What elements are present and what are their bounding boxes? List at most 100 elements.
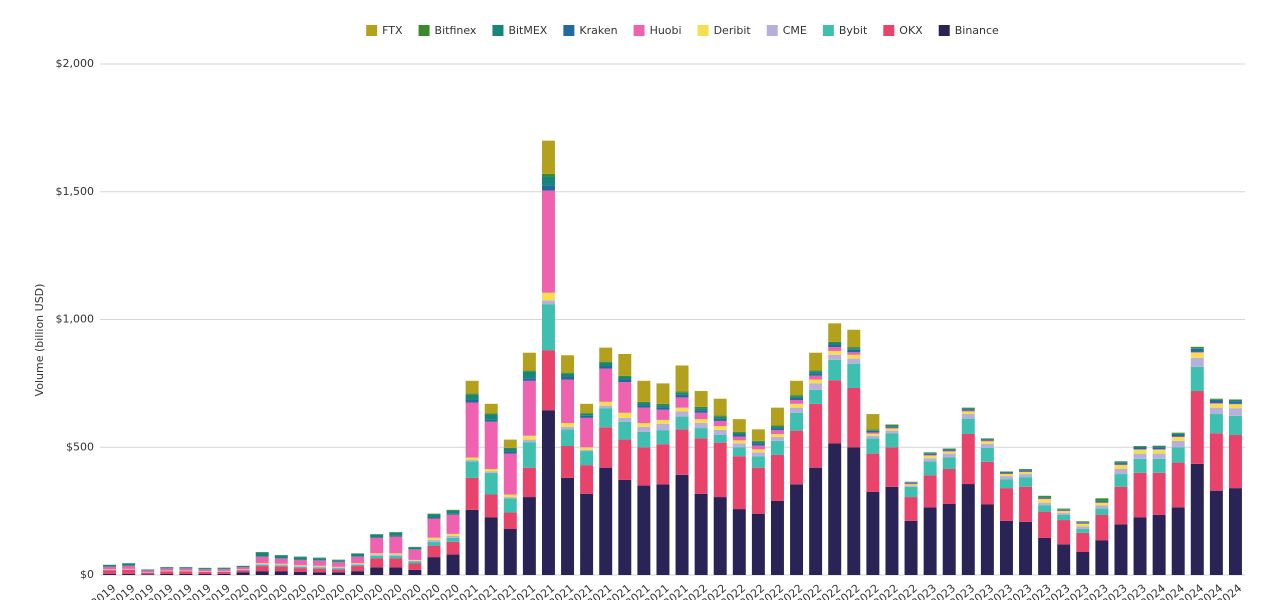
legend-label: Binance [955,24,999,37]
bar-segment [465,457,479,461]
bar-segment [484,494,498,518]
bar-segment [370,567,384,575]
bar-segment [770,433,784,438]
bar-segment [160,571,174,574]
bar-segment [580,415,594,418]
bar-segment [713,429,727,435]
bar-segment [866,438,880,454]
bar-segment [885,424,899,426]
bar-segment [675,391,689,393]
bar-segment [1133,445,1147,447]
bar-segment [618,479,632,575]
bar-segment [484,414,498,420]
bar-segment [1114,468,1128,475]
bar-segment [790,395,804,397]
legend-label: Bybit [839,24,868,37]
bar-segment [637,447,651,486]
bar-segment [122,569,136,574]
bar-segment [408,559,422,561]
bar-segment [179,568,193,571]
bar-segment [408,561,422,564]
bar-segment [274,558,288,564]
bar-segment [389,532,403,533]
legend-label: CME [783,24,807,37]
bar-segment [923,475,937,508]
bar-segment [522,439,536,443]
bar-segment [809,375,823,380]
bar-segment [160,568,174,571]
bar-segment [942,449,956,451]
bar-segment [980,438,994,440]
bar-segment [198,569,212,572]
legend-label: Kraken [579,24,617,37]
bar-segment [1228,434,1242,489]
bar-segment [370,555,384,559]
bar-segment [580,465,594,494]
bar-segment [1057,511,1071,513]
bar-segment [141,570,155,573]
legend-swatch [766,25,778,36]
bar-segment [675,429,689,475]
bar-segment [751,456,765,468]
bar-segment [637,422,651,427]
bar-segment [103,566,117,570]
bar-segment [809,371,823,374]
bar-segment [675,365,689,392]
bar-segment [274,571,288,575]
bar-segment [465,402,479,458]
bar-segment [694,410,708,413]
bar-segment [828,323,842,342]
bar-segment [1228,408,1242,416]
legend-swatch [492,25,504,36]
bar-segment [541,140,555,174]
bar-segment [1190,351,1204,353]
bar-segment [847,387,861,448]
bar-segment [1057,520,1071,545]
bar-segment [675,392,689,395]
bar-segment [484,419,498,422]
bar-segment [312,565,326,567]
bar-segment [770,428,784,431]
bar-segment [484,403,498,414]
bar-segment [1076,532,1090,553]
bar-segment [618,375,632,377]
legend-swatch [563,25,575,36]
bar-segment [999,474,1013,477]
bar-segment [332,569,346,573]
bar-segment [332,568,346,570]
bar-segment [751,449,765,453]
bar-segment [1076,522,1090,524]
bar-segment [942,457,956,469]
bar-segment [713,418,727,421]
bar-segment [1152,449,1166,450]
bar-segment [1114,524,1128,575]
bar-segment [790,407,804,413]
bar-segment [675,394,689,398]
bar-segment [885,427,899,429]
bar-segment [293,571,307,575]
bar-segment [809,383,823,390]
bar-segment [961,409,975,411]
bar-segment [1209,433,1223,491]
bar-segment [580,403,594,414]
bar-segment [312,568,326,573]
bar-segment [484,468,498,472]
bar-segment [1019,521,1033,575]
bar-segment [923,453,937,454]
bar-segment [312,560,326,566]
bar-segment [1038,505,1052,512]
bar-segment [656,403,670,406]
bar-segment [1152,446,1166,448]
bar-segment [293,568,307,572]
bar-segment [1209,490,1223,575]
bar-segment [1209,398,1223,400]
bar-segment [503,529,517,575]
bar-segment [141,569,155,571]
bar-segment [809,370,823,372]
bar-segment [427,545,441,558]
bar-segment [790,380,804,396]
bar-segment [541,185,555,191]
bar-segment [370,537,384,554]
bar-segment [961,410,975,412]
bar-segment [1019,471,1033,473]
